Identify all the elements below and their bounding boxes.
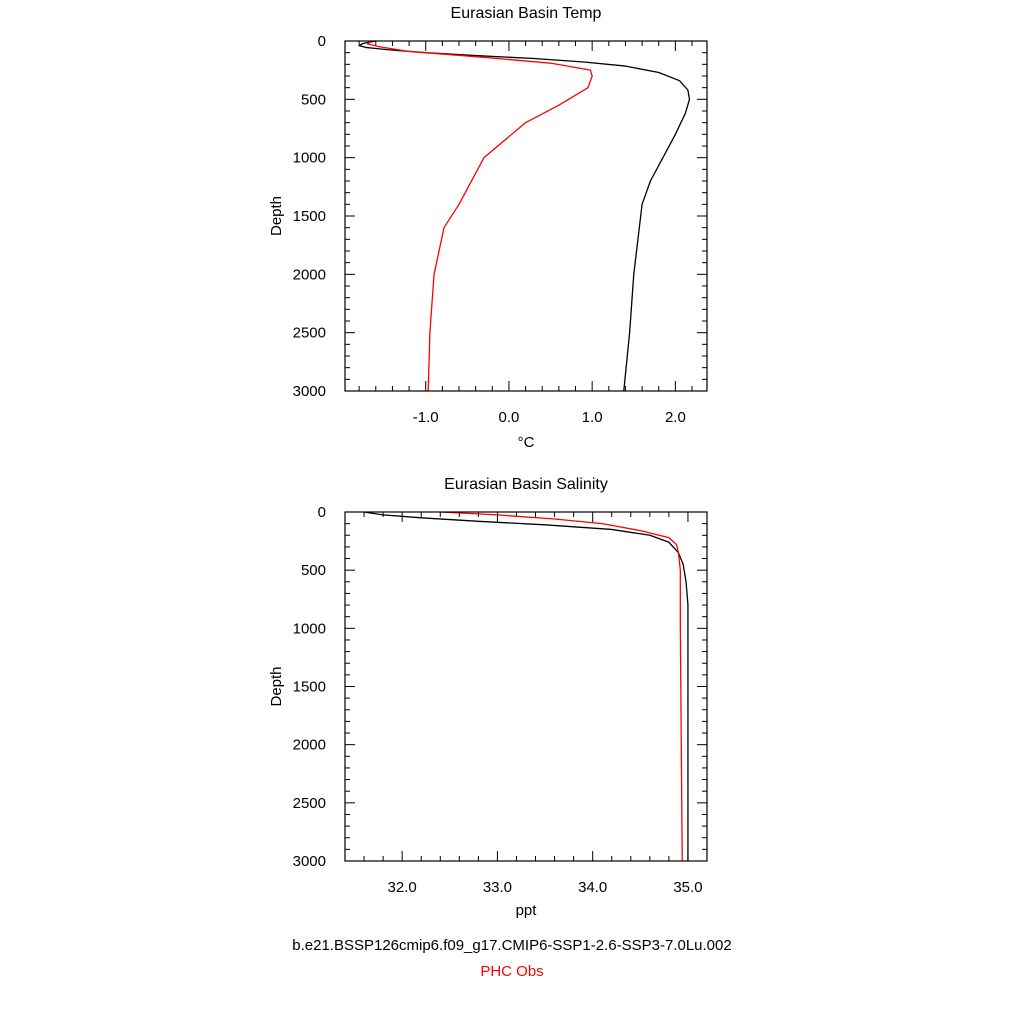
salinity-chart-title: Eurasian Basin Salinity (444, 476, 608, 493)
temp-series-model-line (358, 40, 691, 392)
temp-chart-title: Eurasian Basin Temp (451, 5, 602, 22)
salinity-x-tick-label: 34.0 (578, 879, 607, 896)
temp-y-tick-label: 500 (301, 91, 326, 108)
salinity-y-tick-label: 0 (318, 504, 326, 521)
salinity-x-tick-label: 32.0 (388, 879, 417, 896)
temp-series-obs-line (366, 40, 593, 392)
salinity-y-tick-label: 500 (301, 562, 326, 579)
model-run-caption: b.e21.BSSP126cmip6.f09_g17.CMIP6-SSP1-2.… (292, 937, 732, 954)
temp-y-tick-label: 3000 (293, 383, 326, 400)
salinity-plot-frame (344, 511, 708, 862)
temp-y-tick-label: 2500 (293, 325, 326, 342)
salinity-y-tick-label: 2500 (293, 795, 326, 812)
temp-x-tick-label: 0.0 (499, 409, 520, 426)
salinity-chart: Eurasian Basin Salinity 32.0 33.0 34.0 35.0 0… (268, 476, 708, 919)
salinity-y-tick-label: 3000 (293, 853, 326, 870)
temp-y-axis-label: Depth (268, 196, 285, 236)
salinity-x-tick-label: 35.0 (673, 879, 702, 896)
salinity-y-tick-label: 2000 (293, 737, 326, 754)
salinity-x-axis-label: ppt (516, 902, 538, 919)
temp-chart: Eurasian Basin Temp -1.0 0.0 1.0 2.0 0 500 1000… (268, 5, 708, 451)
salinity-x-tick-label: 33.0 (483, 879, 512, 896)
temp-x-axis-label: °C (518, 434, 535, 451)
temp-y-tick-label: 0 (318, 33, 326, 50)
temp-y-tick-label: 2000 (293, 266, 326, 283)
temp-plot-frame (344, 40, 708, 392)
temp-x-tick-label: 2.0 (665, 409, 686, 426)
temp-x-tick-label: 1.0 (582, 409, 603, 426)
salinity-y-tick-label: 1500 (293, 679, 326, 696)
salinity-y-tick-label: 1000 (293, 620, 326, 637)
observation-caption: PHC Obs (480, 963, 544, 980)
salinity-series-model-line (363, 511, 689, 861)
temp-y-tick-label: 1000 (293, 150, 326, 167)
salinity-series-obs-line (440, 511, 683, 862)
temp-x-tick-label: -1.0 (413, 409, 439, 426)
salinity-y-axis-label: Depth (268, 666, 285, 706)
temp-y-tick-label: 1500 (293, 208, 326, 225)
